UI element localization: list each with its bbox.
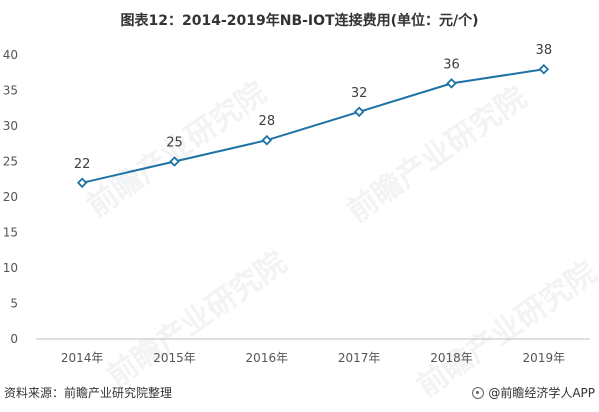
chart-title: 图表12：2014-2019年NB-IOT连接费用(单位：元/个) — [120, 13, 479, 29]
source-note: 资料来源：前瞻产业研究院整理 — [4, 386, 173, 400]
y-tick-label: 25 — [3, 155, 18, 169]
data-label: 28 — [259, 114, 276, 129]
data-label: 22 — [74, 157, 91, 172]
y-tick-label: 40 — [3, 48, 18, 62]
y-tick-label: 0 — [10, 332, 18, 346]
brand-logo-icon — [472, 386, 485, 399]
y-tick-label: 10 — [3, 261, 18, 275]
series-line — [81, 68, 544, 184]
x-tick-label: 2014年 — [61, 351, 104, 365]
data-label: 38 — [536, 43, 553, 58]
data-point-marker — [538, 63, 550, 75]
y-tick-label: 5 — [10, 297, 18, 311]
data-point-marker — [446, 78, 457, 89]
data-point-marker — [76, 177, 88, 189]
data-point-marker — [353, 106, 365, 118]
y-tick-label: 20 — [3, 190, 18, 204]
brand-credit: @前瞻经济学人APP — [472, 384, 595, 401]
x-tick-label: 2018年 — [430, 351, 473, 365]
data-point-marker — [261, 134, 273, 146]
x-tick-label: 2016年 — [246, 351, 289, 365]
data-point-marker — [169, 156, 180, 167]
data-label: 36 — [443, 57, 460, 72]
y-tick-label: 15 — [3, 226, 18, 240]
x-tick-label: 2015年 — [153, 351, 196, 365]
y-tick-label: 35 — [3, 84, 18, 98]
y-tick-label: 30 — [3, 119, 18, 133]
data-label: 32 — [351, 86, 368, 101]
x-tick-label: 2017年 — [338, 351, 381, 365]
brand-text: @前瞻经济学人APP — [488, 386, 595, 400]
data-label: 25 — [166, 136, 183, 151]
x-tick-label: 2019年 — [523, 351, 566, 365]
